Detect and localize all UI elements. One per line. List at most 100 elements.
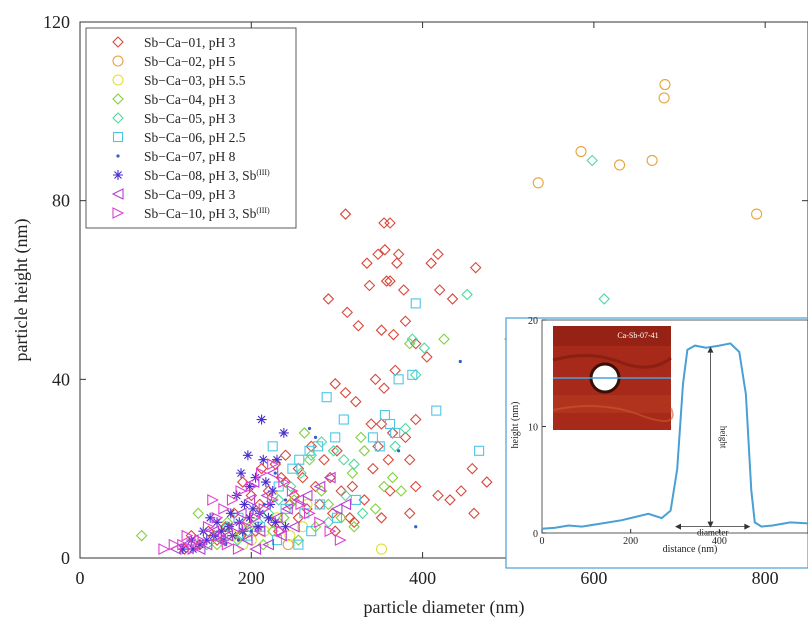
data-point <box>575 145 587 158</box>
legend-box <box>85 27 297 229</box>
data-point <box>658 92 670 104</box>
legend-entry: Sb−Ca−04, pH 3 <box>144 92 236 107</box>
data-point <box>403 337 416 350</box>
data-point <box>410 298 421 309</box>
data-point <box>407 369 418 380</box>
data-point <box>271 454 282 465</box>
data-point <box>177 538 190 551</box>
legend-marker <box>112 36 124 48</box>
legend-marker <box>112 93 124 105</box>
data-point <box>313 435 318 439</box>
data-point <box>267 486 278 496</box>
data-point <box>267 441 278 452</box>
inset-y-axis-label: height (nm) <box>510 402 521 449</box>
data-point <box>221 538 234 551</box>
data-point <box>267 494 279 506</box>
data-point <box>241 520 254 533</box>
data-point <box>391 257 403 269</box>
inset-profile-line <box>541 342 808 530</box>
data-point <box>253 521 264 532</box>
data-point <box>355 431 367 444</box>
data-point <box>227 520 240 533</box>
data-point <box>323 471 336 484</box>
data-point <box>244 512 255 523</box>
data-point <box>330 502 343 515</box>
data-point <box>256 467 268 480</box>
data-point <box>369 373 382 386</box>
data-point <box>255 462 268 475</box>
data-point <box>363 279 376 292</box>
data-point <box>249 529 253 533</box>
data-point <box>265 499 276 510</box>
data-point <box>205 512 216 523</box>
data-point <box>324 525 337 538</box>
data-point <box>446 293 459 305</box>
data-point <box>334 534 347 547</box>
data-point <box>192 507 204 520</box>
data-point <box>216 526 227 537</box>
data-point <box>432 248 444 261</box>
data-point <box>646 154 658 167</box>
data-point <box>188 544 199 555</box>
data-point <box>414 525 418 529</box>
data-point <box>306 526 317 537</box>
data-point <box>384 275 396 287</box>
legend-entry: Sb−Ca−09, pH 3 <box>144 187 236 202</box>
legend-marker <box>112 131 124 143</box>
data-point <box>399 422 412 435</box>
data-point <box>250 472 261 483</box>
data-point <box>248 503 259 514</box>
data-point <box>294 454 305 465</box>
data-point <box>315 436 328 448</box>
data-point <box>438 333 450 345</box>
data-point <box>339 386 352 399</box>
data-point <box>253 525 266 538</box>
data-point <box>346 480 359 493</box>
data-point <box>242 450 253 461</box>
data-point <box>283 498 288 502</box>
data-point <box>409 369 422 381</box>
data-point <box>247 476 260 488</box>
data-point <box>258 454 269 465</box>
data-point <box>243 520 256 533</box>
x-tick-label: 400 <box>409 568 436 588</box>
data-point <box>245 480 258 493</box>
inset-x-axis-label: distance (nm) <box>663 544 718 555</box>
data-point <box>331 512 342 523</box>
data-point <box>177 544 188 555</box>
data-point <box>226 494 239 506</box>
data-point <box>338 414 349 425</box>
data-point <box>444 494 456 506</box>
data-point <box>305 440 318 453</box>
data-point <box>375 418 388 430</box>
legend-entry: Sb−Ca−05, pH 3 <box>144 111 236 126</box>
data-point <box>278 512 290 524</box>
afm-image-label: Ca-Sb-07-41 <box>617 331 658 340</box>
data-point <box>348 458 360 470</box>
legend-entry: Sb−Ca−03, pH 5.5 <box>144 73 246 88</box>
data-point <box>397 284 410 296</box>
data-point <box>292 494 304 506</box>
data-point <box>186 534 199 547</box>
data-point <box>466 462 479 475</box>
data-point <box>293 539 304 550</box>
series-10 <box>158 458 347 555</box>
data-point <box>194 534 207 547</box>
data-point <box>455 485 467 497</box>
data-point <box>331 445 343 457</box>
data-point <box>350 494 361 505</box>
data-point <box>301 503 313 515</box>
data-point <box>369 503 382 515</box>
data-point <box>193 543 206 555</box>
data-point <box>280 521 291 532</box>
data-point <box>282 539 294 551</box>
legend-marker <box>112 74 124 86</box>
data-point <box>386 427 399 439</box>
series-8 <box>177 414 291 555</box>
data-point <box>232 543 245 555</box>
data-point <box>278 476 291 488</box>
data-point <box>303 507 316 520</box>
data-point <box>469 261 482 274</box>
inset-y-tick-label: 10 <box>528 423 538 434</box>
data-point <box>389 440 401 453</box>
